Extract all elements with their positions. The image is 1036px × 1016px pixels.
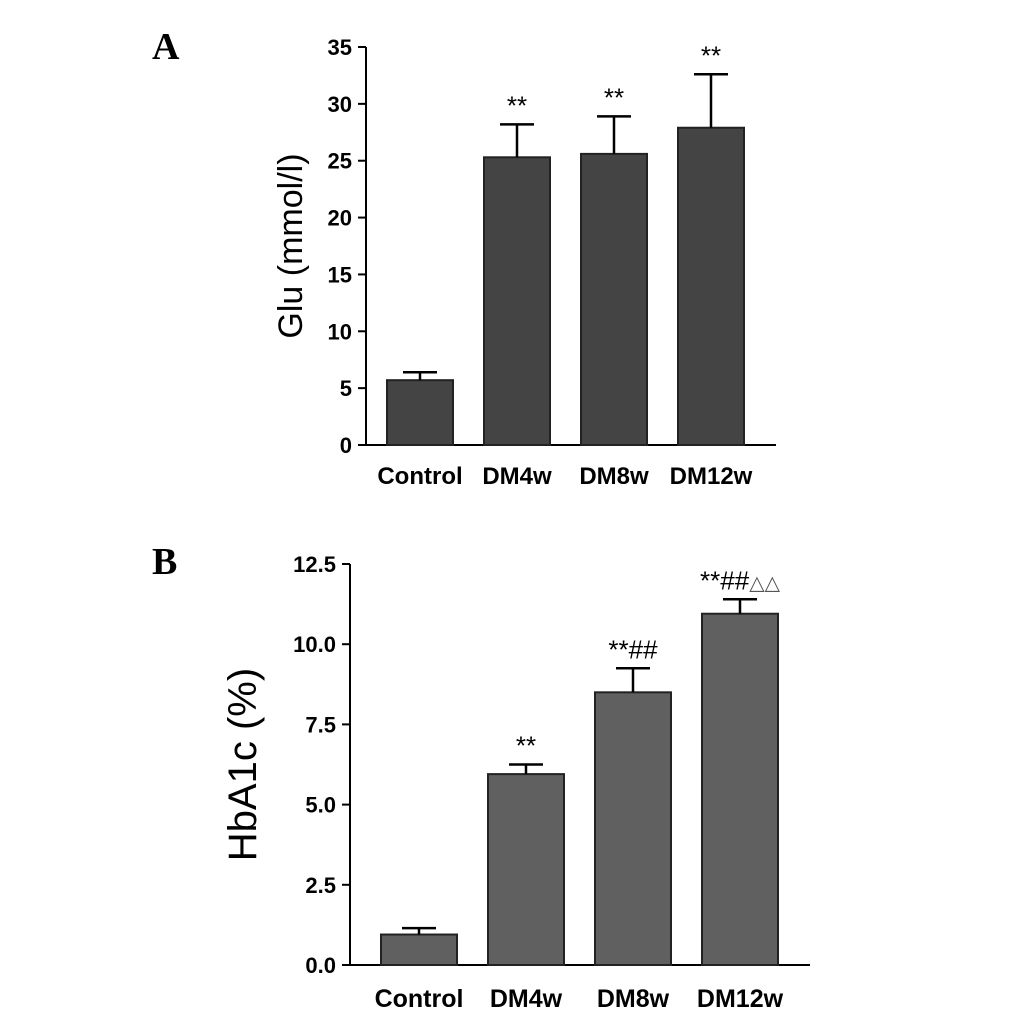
chart-a: 0 5 10 15 20 25 30 35 Glu (mmol/l) Control DM4w ** D… bbox=[272, 35, 776, 490]
y-axis-title-b: HbA1c (%) bbox=[221, 668, 265, 861]
significance-label-a: ** bbox=[701, 40, 721, 70]
y-tick-label-a: 15 bbox=[328, 262, 352, 287]
y-tick-label-a: 0 bbox=[340, 433, 352, 458]
category-label-a: DM4w bbox=[482, 463, 552, 490]
y-tick-label-a: 10 bbox=[328, 319, 352, 344]
y-tick-label-a: 35 bbox=[328, 35, 352, 60]
bar-a-dm12w bbox=[677, 126, 745, 446]
significance-label-b: ** bbox=[516, 731, 536, 761]
bar-b-dm8w bbox=[594, 691, 672, 966]
y-tick-label-a: 25 bbox=[328, 149, 352, 174]
bar-a-dm4w bbox=[483, 156, 551, 446]
bar-b-control bbox=[380, 933, 458, 966]
y-tick-label-a: 20 bbox=[328, 206, 352, 231]
y-tick-label-a: 30 bbox=[328, 92, 352, 117]
bar-a-control bbox=[386, 379, 454, 447]
category-label-b: DM4w bbox=[490, 985, 563, 1013]
y-tick-label-b: 12.5 bbox=[293, 552, 336, 577]
bar-b-dm4w bbox=[487, 773, 565, 967]
category-label-a: Control bbox=[377, 463, 462, 490]
significance-label-b: **## bbox=[608, 634, 658, 664]
y-tick-label-b: 5.0 bbox=[305, 793, 336, 818]
bar-b-dm12w bbox=[701, 612, 779, 966]
bar-a-dm8w bbox=[580, 152, 648, 447]
y-tick-label-b: 2.5 bbox=[305, 873, 336, 898]
y-tick-label-b: 10.0 bbox=[293, 632, 336, 657]
significance-label-b: **##△△ bbox=[700, 565, 781, 595]
significance-label-a: ** bbox=[507, 90, 527, 120]
y-tick-label-b: 0.0 bbox=[305, 953, 336, 978]
category-label-b: Control bbox=[375, 985, 464, 1013]
significance-label-a: ** bbox=[604, 82, 624, 112]
category-label-a: DM8w bbox=[579, 463, 649, 490]
panel-letter-b: B bbox=[152, 541, 177, 583]
y-tick-label-b: 7.5 bbox=[305, 712, 336, 737]
category-label-b: DM8w bbox=[597, 985, 670, 1013]
category-label-a: DM12w bbox=[670, 463, 753, 490]
significance-triangle-b: △△ bbox=[749, 572, 780, 594]
category-label-b: DM12w bbox=[697, 985, 784, 1013]
panel-letter-a: A bbox=[152, 26, 180, 68]
y-axis-title-a: Glu (mmol/l) bbox=[272, 153, 310, 338]
y-tick-label-a: 5 bbox=[340, 376, 352, 401]
chart-b: 0.0 2.5 5.0 7.5 10.0 12.5 HbA1c (%) Control DM4w… bbox=[221, 552, 810, 1013]
